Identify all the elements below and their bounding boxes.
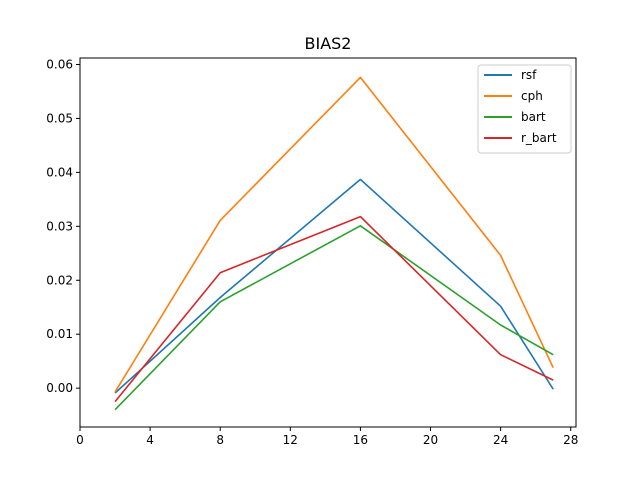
x-tick-label: 12	[283, 433, 298, 447]
x-tick-label: 20	[423, 433, 438, 447]
x-axis: 0 4 8 12 16 20 24 28	[76, 427, 578, 447]
legend-label: bart	[521, 110, 546, 124]
y-tick-label: 0.04	[46, 165, 73, 179]
x-tick-label: 16	[353, 433, 368, 447]
chart-title: BIAS2	[305, 34, 352, 53]
series-layer	[114, 76, 554, 411]
series-line-cph	[114, 76, 554, 393]
legend: rsf cph bart r_bart	[477, 64, 572, 154]
series-line-r-bart	[114, 215, 554, 403]
series-line-bart	[114, 225, 554, 411]
y-tick-label: 0.06	[46, 57, 73, 71]
y-tick-label: 0.03	[46, 219, 73, 233]
plot-area-frame	[79, 57, 577, 428]
x-tick-label: 0	[76, 433, 84, 447]
x-tick-label: 24	[493, 433, 508, 447]
legend-label: rsf	[521, 68, 537, 82]
series-line-rsf	[114, 178, 554, 394]
x-tick-label: 8	[216, 433, 224, 447]
legend-box	[477, 64, 572, 154]
legend-label: cph	[521, 89, 543, 103]
x-tick-label: 28	[563, 433, 578, 447]
x-tick-label: 4	[146, 433, 154, 447]
legend-label: r_bart	[521, 131, 557, 145]
y-tick-label: 0.05	[46, 111, 73, 125]
y-tick-label: 0.01	[46, 327, 73, 341]
y-tick-label: 0.00	[46, 381, 73, 395]
y-tick-label: 0.02	[46, 273, 73, 287]
y-axis: 0.00 0.01 0.02 0.03 0.04 0.05 0.06	[46, 57, 80, 395]
